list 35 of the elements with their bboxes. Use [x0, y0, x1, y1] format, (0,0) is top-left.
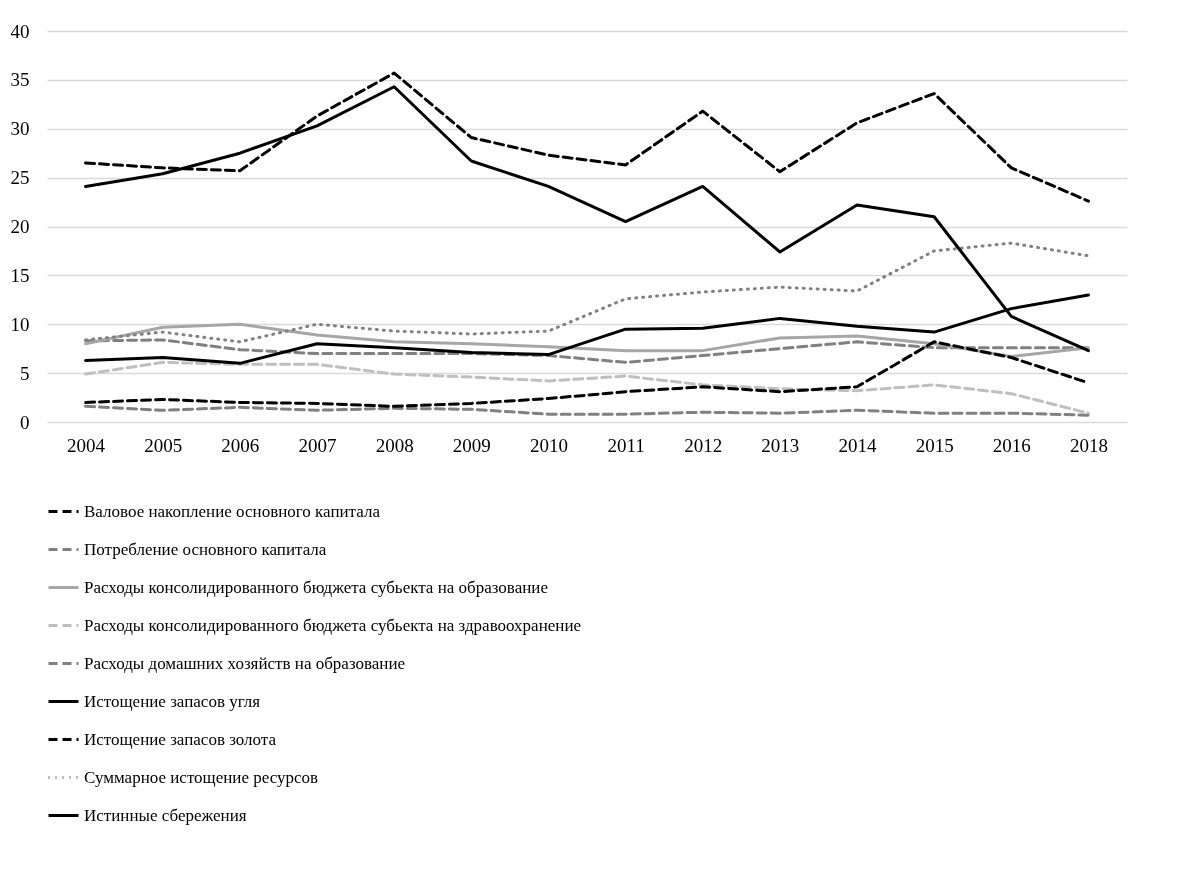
- x-tick-label: 2015: [915, 434, 954, 456]
- x-tick-label: 2008: [375, 434, 414, 456]
- y-tick-label: 30: [10, 118, 30, 140]
- x-tick-label: 2010: [529, 434, 568, 456]
- x-tick-label: 2018: [1069, 434, 1108, 456]
- x-tick-label: 2009: [452, 434, 491, 456]
- x-tick-label: 2016: [992, 434, 1031, 456]
- legend-label: Расходы консолидированного бюджета субьекта на здравоохранение: [84, 615, 582, 635]
- x-tick-label: 2007: [298, 434, 337, 456]
- x-tick-label: 2014: [838, 434, 877, 456]
- x-tick-label: 2011: [607, 434, 645, 456]
- legend-label: Валовое накопление основного капитала: [84, 501, 381, 521]
- y-tick-label: 15: [10, 264, 30, 286]
- y-tick-label: 35: [10, 69, 30, 91]
- line-series: [84, 322, 1090, 359]
- y-tick-label: 5: [20, 362, 30, 384]
- line-series: [84, 360, 1090, 415]
- x-tick-label: 2005: [144, 434, 183, 456]
- legend-label: Потребление основного капитала: [84, 539, 327, 559]
- legend-label: Расходы домашних хозяйств на образование: [84, 653, 406, 673]
- y-tick-label: 0: [20, 411, 30, 433]
- x-tick-label: 2004: [67, 434, 106, 456]
- legend-label: Расходы консолидированного бюджета субьекта на образование: [84, 577, 548, 597]
- line-series: [84, 404, 1090, 417]
- y-tick-label: 10: [10, 313, 30, 335]
- x-tick-label: 2006: [221, 434, 260, 456]
- legend-label: Истинные сбережения: [84, 805, 247, 825]
- y-tick-label: 25: [10, 167, 30, 189]
- x-tick-label: 2013: [761, 434, 800, 456]
- legend-label: Истощение запасов угля: [84, 691, 261, 711]
- y-tick-label: 40: [10, 20, 30, 42]
- x-tick-label: 2012: [684, 434, 723, 456]
- legend-label: Суммарное истощение ресурсов: [84, 767, 319, 787]
- y-tick-label: 20: [10, 216, 30, 237]
- legend-label: Истощение запасов золота: [84, 729, 277, 749]
